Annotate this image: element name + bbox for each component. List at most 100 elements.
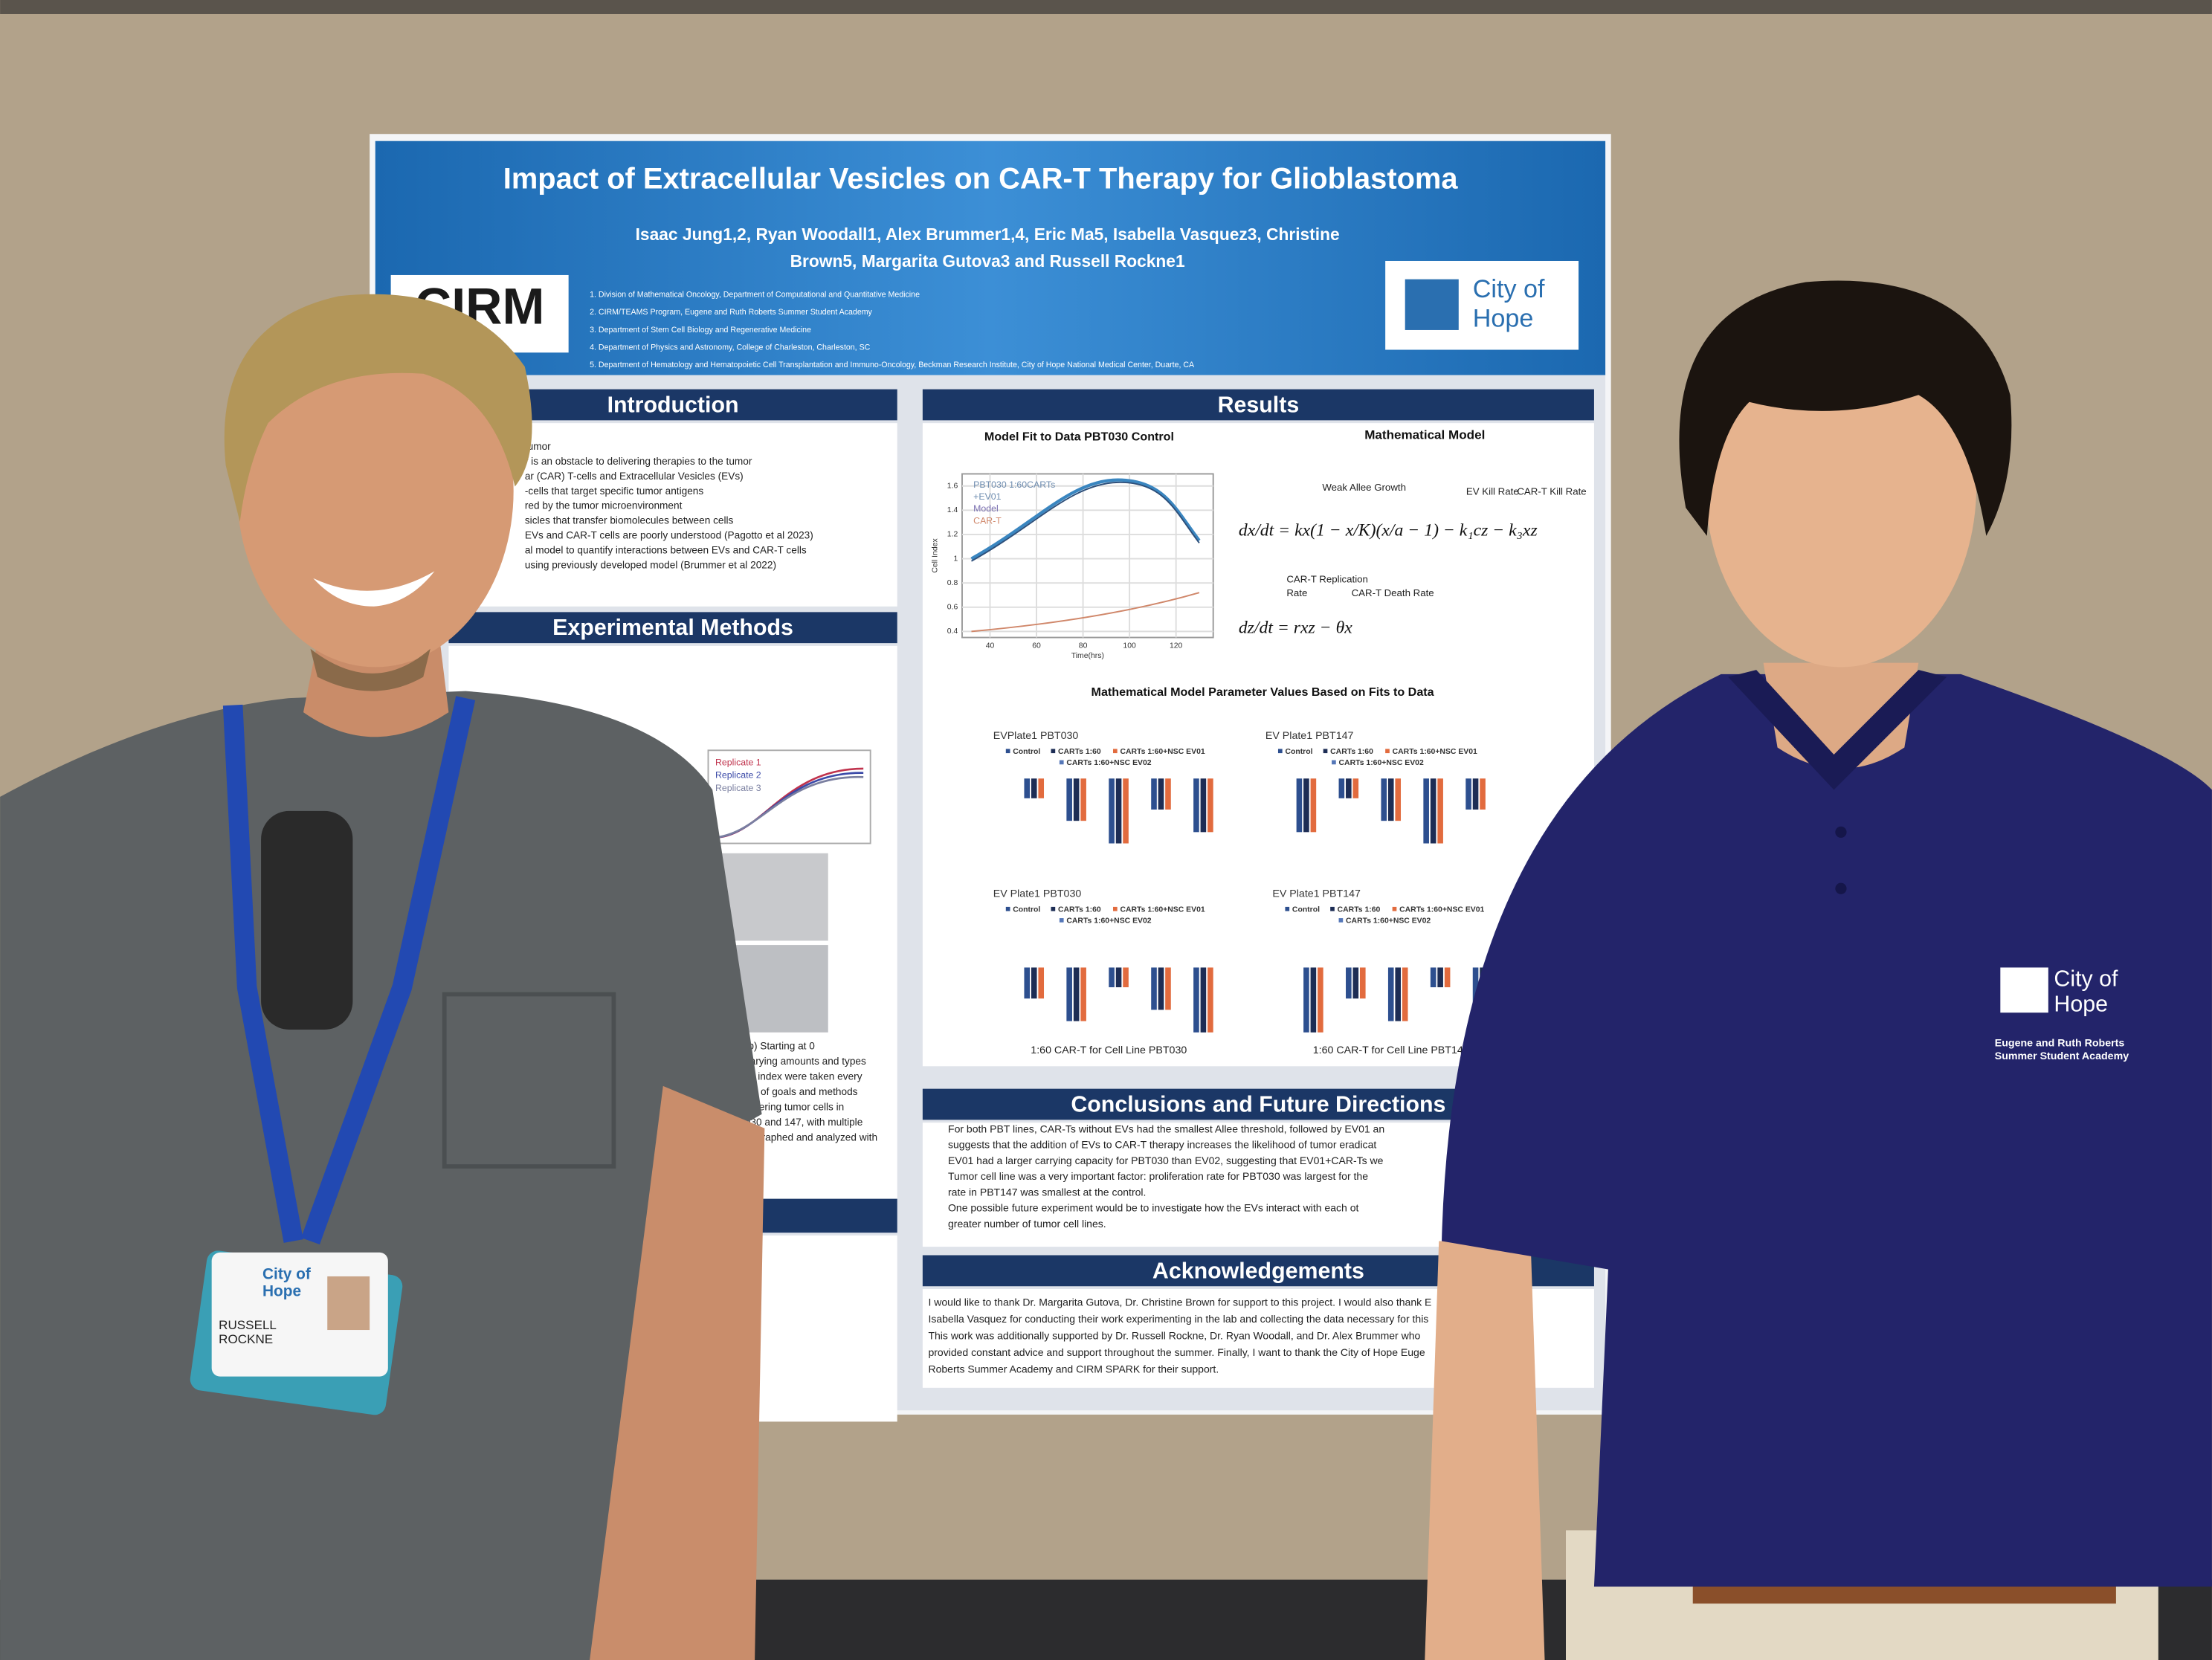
bar-image (1430, 778, 1436, 844)
legend-swatch (1338, 918, 1344, 923)
bar-image (1073, 778, 1080, 821)
bar-image (1038, 967, 1045, 999)
legend-swatch (1285, 906, 1290, 911)
equation: dx/dt = kx(1 − x/K)(x/a − 1) − k₁cz − k₃… (1239, 521, 1538, 540)
polo-button (1835, 826, 1847, 838)
bar-image (1338, 778, 1345, 798)
bar-image (1200, 967, 1207, 1033)
bar-image (1151, 778, 1157, 810)
y-tick-label: 1.6 (947, 482, 958, 491)
bar-image (1352, 967, 1359, 999)
methods-line: ell index were taken every (745, 1070, 862, 1082)
conclusion-line: One possible future experiment would be … (948, 1202, 1358, 1214)
bar-image (1158, 778, 1164, 810)
legend-swatch (1112, 906, 1118, 911)
bar-image (1151, 967, 1157, 1010)
intro-line: -cells that target specific tumor antige… (525, 485, 704, 497)
fit-legend: Model (973, 503, 999, 514)
ack-line: I would like to thank Dr. Margarita Guto… (928, 1296, 1431, 1308)
bar-image (1024, 967, 1031, 999)
rate-label: CAR-T Replication (1286, 573, 1368, 584)
conclusion-line: Tumor cell line was a very important fac… (948, 1170, 1368, 1182)
rate-label: EV Kill Rate (1466, 486, 1519, 497)
y-tick-label: 1.4 (947, 506, 958, 514)
legend-swatch (1005, 906, 1010, 911)
intro-line: tumor (525, 441, 551, 452)
growth-curve (712, 776, 864, 839)
bar-image (1158, 967, 1164, 1010)
bar-image (1031, 967, 1037, 999)
panel-legend: CARTs 1:60+NSC EV01 (1399, 905, 1484, 914)
bar-image (1200, 778, 1207, 833)
affiliation: 3. Department of Stem Cell Biology and R… (590, 326, 811, 335)
bar-image (1472, 967, 1479, 1010)
bar-image (1024, 778, 1031, 798)
bar-image (1472, 778, 1479, 810)
y-tick-label: 1 (953, 555, 958, 563)
rate-label: Rate (1286, 587, 1307, 598)
badge-logo: City of (262, 1266, 311, 1283)
man-shirt (0, 691, 762, 1660)
cart-curve (971, 592, 1200, 633)
coh-logo: City of (1473, 275, 1545, 303)
intro-line: EVs and CAR-T cells are poorly understoo… (525, 530, 813, 541)
x-tick-label: 60 (1032, 642, 1041, 650)
methods-line: 030 and 147, with multiple (745, 1117, 863, 1128)
y-tick-label: 0.4 (947, 627, 958, 636)
boy-hair (1679, 280, 2012, 536)
methods-line: (b) Starting at 0 (745, 1040, 815, 1051)
conclusion-line: rate in PBT147 was smallest at the contr… (948, 1186, 1146, 1198)
rate-label: Weak Allee Growth (1322, 482, 1406, 493)
bar-image (1109, 778, 1115, 844)
panel-legend: Control (1285, 748, 1312, 756)
panel-legend: CARTs 1:60 (1058, 748, 1101, 756)
bar-image (1296, 778, 1303, 833)
intro-line: red by the tumor microenvironment (525, 500, 683, 511)
conclusion-line: EV01 had a larger carrying capacity for … (948, 1154, 1384, 1166)
bar-image (1303, 967, 1309, 1033)
people (0, 280, 2212, 1660)
man-face (236, 314, 514, 668)
shirt-text: Eugene and Ruth Roberts (1995, 1038, 2125, 1050)
section-heading: Conclusions and Future Directions (1071, 1092, 1445, 1117)
panel-legend: CARTs 1:60+NSC EV02 (1339, 759, 1424, 767)
bar-image (1109, 967, 1115, 988)
section-heading: Results (1218, 393, 1300, 417)
legend-swatch (1323, 749, 1328, 754)
intro-line: r is an obstacle to delivering therapies… (525, 456, 752, 467)
bar-image (1066, 778, 1072, 821)
legend-swatch (1059, 918, 1064, 923)
fit-legend: PBT030 1:60CARTs (973, 479, 1055, 490)
bar-image (1346, 967, 1352, 999)
panel-title: EV Plate1 PBT147 (1272, 888, 1361, 900)
x-tick-label: 120 (1170, 642, 1183, 650)
people-text: City of Hope RUSSELL ROCKNE City of Hope… (219, 967, 2129, 1346)
bar-image (1444, 967, 1451, 988)
bar-image (1395, 967, 1402, 1021)
bar-image (1031, 778, 1037, 798)
bar-image (1115, 778, 1122, 844)
legend-swatch (1112, 749, 1118, 754)
shirt-text: Summer Student Academy (1995, 1050, 2129, 1062)
shirt-logo-icon (2000, 967, 2048, 1013)
panel-legend: CARTs 1:60+NSC EV01 (1393, 748, 1477, 756)
lanyard-right (300, 696, 476, 1245)
legend-swatch (1005, 749, 1010, 754)
panel-legend: CARTs 1:60+NSC EV02 (1346, 917, 1431, 926)
bar-image (1038, 778, 1045, 798)
legend-swatch (1051, 749, 1056, 754)
bar-image (1465, 778, 1471, 810)
bar-image (1310, 778, 1317, 833)
legend-swatch (1392, 906, 1397, 911)
methods-line: entering tumor cells in (745, 1101, 844, 1112)
section-heading: Introduction (607, 393, 739, 417)
section-heading: Acknowledgements (1152, 1259, 1364, 1283)
bar-image (1123, 967, 1129, 988)
boy-arm (1425, 1241, 1545, 1660)
ack-line: This work was additionally supported by … (928, 1329, 1420, 1341)
sunglasses (261, 810, 353, 1030)
y-tick-label: 1.2 (947, 531, 958, 539)
panel-legend: CARTs 1:60 (1058, 905, 1101, 914)
